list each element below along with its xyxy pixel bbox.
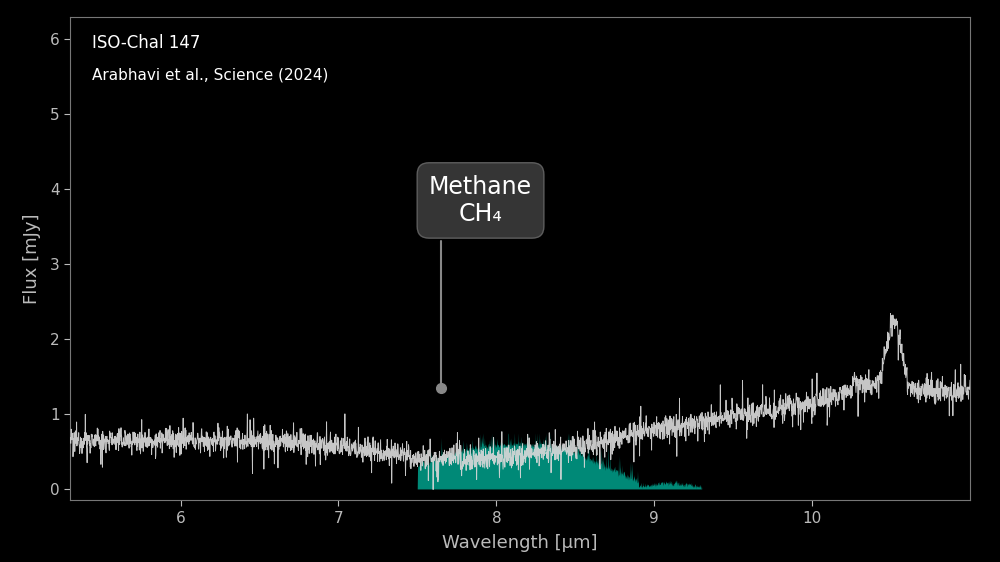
Text: ISO-Chal 147: ISO-Chal 147: [92, 34, 201, 52]
X-axis label: Wavelength [μm]: Wavelength [μm]: [442, 534, 598, 552]
Text: Arabhavi et al., Science (2024): Arabhavi et al., Science (2024): [92, 67, 329, 83]
Text: Methane
CH₄: Methane CH₄: [429, 175, 532, 385]
Y-axis label: Flux [mJy]: Flux [mJy]: [23, 213, 42, 304]
